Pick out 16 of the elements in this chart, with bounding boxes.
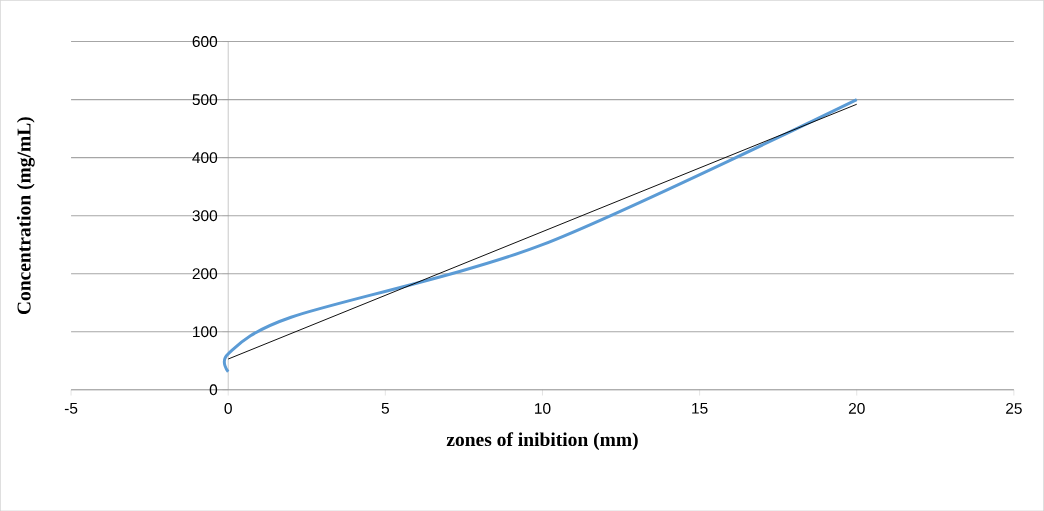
- y-tick-label: 0: [209, 384, 218, 396]
- y-tick-label: 500: [192, 93, 218, 105]
- x-tick-label: 5: [381, 402, 389, 414]
- y-tick-label: 200: [192, 268, 218, 280]
- y-tick-label: 400: [192, 152, 218, 163]
- y-tick-label: 100: [193, 326, 218, 338]
- x-tick-label: -5: [64, 402, 78, 414]
- y-tick-label: 300: [192, 210, 218, 221]
- x-tick-label: 20: [848, 402, 865, 414]
- x-axis-title: zones of inibition (mm): [446, 432, 638, 450]
- x-tick-label: 15: [692, 402, 708, 414]
- x-tick-label: 10: [535, 402, 551, 414]
- y-tick-label: 600: [192, 35, 218, 47]
- y-axis-title: Concentration (mg/mL): [16, 117, 35, 314]
- x-tick-label: 0: [224, 402, 232, 414]
- x-tick-label: 25: [1006, 402, 1022, 414]
